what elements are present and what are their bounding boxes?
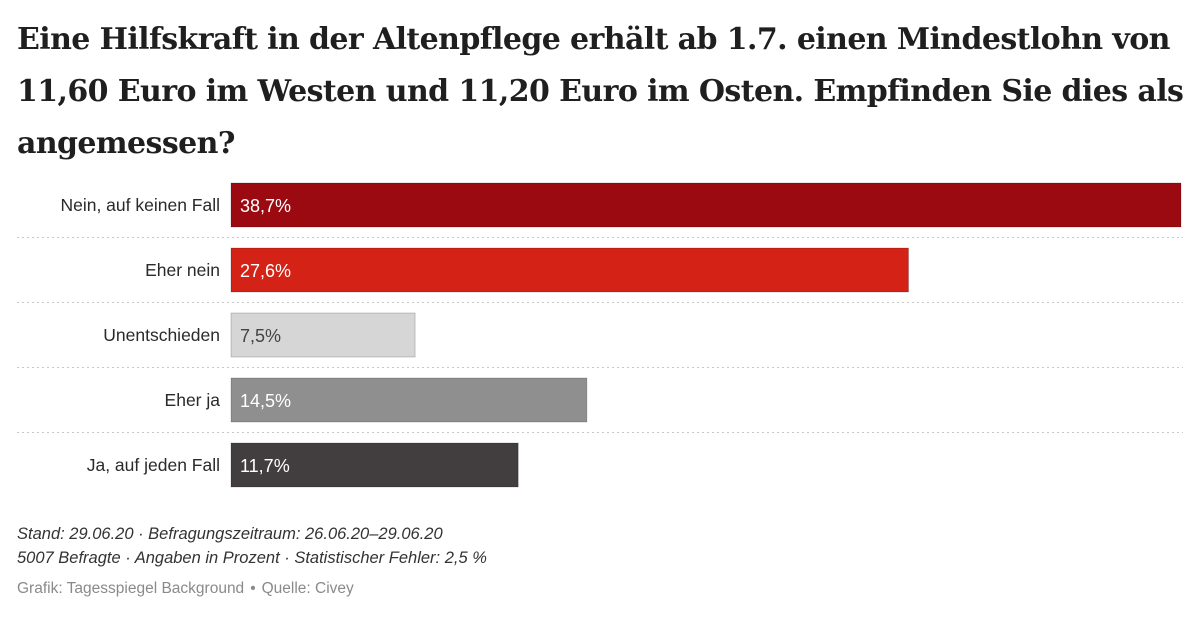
chart-title: Eine Hilfskraft in der Altenpflege erhäl… — [17, 22, 1184, 161]
bar — [230, 442, 519, 488]
bar — [230, 182, 1182, 228]
graphic-credit: Grafik: Tagesspiegel Background — [17, 580, 245, 597]
credit-separator: • — [250, 580, 256, 597]
bar — [230, 377, 588, 423]
value-label: 7,5% — [240, 326, 281, 346]
source-credit: Quelle: Civey — [261, 580, 354, 597]
value-label: 27,6% — [240, 261, 291, 281]
plot-area: Nein, auf keinen Fall 38,7% Eher nein 27,6%… — [17, 182, 1183, 488]
category-label: Ja, auf jeden Fall — [87, 455, 220, 475]
chart-footer: Stand: 29.06.20 · Befragungszeitraum: 26… — [17, 522, 1187, 600]
survey-date-line: Stand: 29.06.20 · Befragungszeitraum: 26… — [17, 525, 443, 543]
value-label: 38,7% — [240, 196, 291, 216]
survey-details-line: 5007 Befragte · Angaben in Prozent · Sta… — [17, 549, 487, 567]
category-label: Eher ja — [165, 390, 221, 410]
category-label: Nein, auf keinen Fall — [60, 195, 220, 215]
category-label: Unentschieden — [103, 325, 220, 345]
bar — [230, 312, 416, 358]
value-label: 11,7% — [240, 456, 290, 476]
credits: Grafik: Tagesspiegel Background • Quelle: … — [17, 578, 1187, 600]
bar — [230, 247, 909, 293]
value-label: 14,5% — [240, 391, 291, 411]
category-label: Eher nein — [145, 260, 220, 280]
